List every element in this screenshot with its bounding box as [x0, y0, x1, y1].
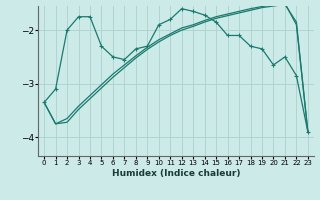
X-axis label: Humidex (Indice chaleur): Humidex (Indice chaleur): [112, 169, 240, 178]
